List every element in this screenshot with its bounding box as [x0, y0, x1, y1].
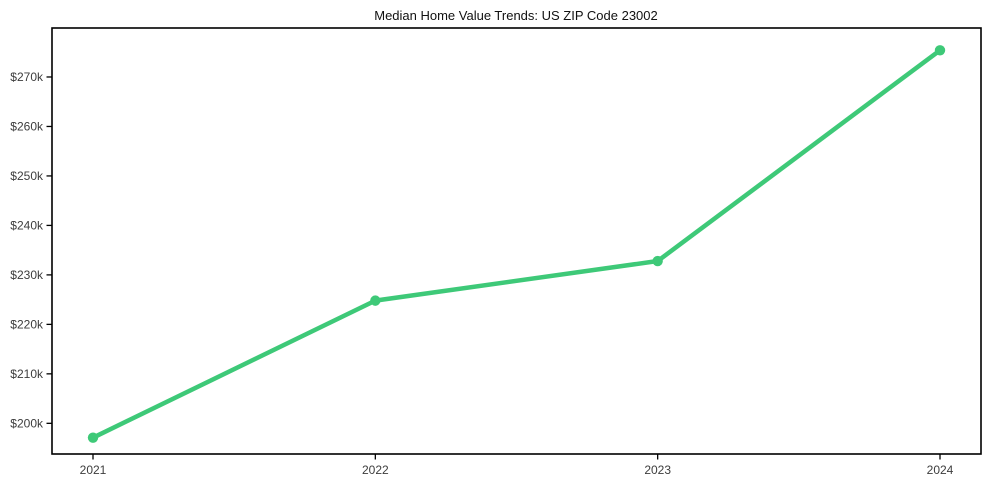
data-point-2022: [370, 295, 381, 306]
trend-line: [90, 48, 943, 440]
x-tick-label: 2022: [362, 463, 389, 477]
data-point-2024: [934, 45, 946, 56]
plot-border: [51, 27, 982, 455]
data-point-2023: [652, 255, 663, 267]
y-tick-label: $240k: [10, 218, 44, 232]
data-point-2021: [87, 432, 99, 443]
y-tick-label: $270k: [10, 70, 44, 84]
y-tick-label: $230k: [10, 268, 44, 282]
plot-area: $200k $210k $220k $230k $240k $250k $260k $270k…: [10, 27, 982, 477]
x-tick-label: 2023: [644, 463, 671, 477]
y-tick-label: $260k: [10, 119, 44, 133]
y-tick-label: $200k: [10, 416, 44, 430]
chart-title: Median Home Value Trends: US ZIP Code 23…: [374, 8, 658, 23]
y-tick-label: $220k: [10, 317, 44, 331]
x-tick-label: 2024: [927, 463, 954, 477]
x-tick-label: 2021: [80, 463, 107, 477]
y-tick-label: $250k: [10, 169, 44, 183]
y-tick-label: $210k: [10, 367, 44, 381]
